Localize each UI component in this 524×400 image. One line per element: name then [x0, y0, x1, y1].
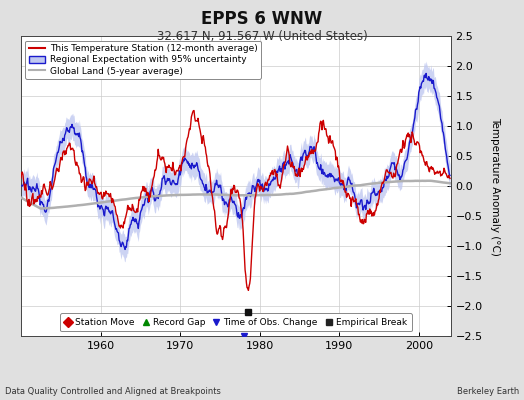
Y-axis label: Temperature Anomaly (°C): Temperature Anomaly (°C) [489, 116, 499, 256]
Text: 32.617 N, 91.567 W (United States): 32.617 N, 91.567 W (United States) [157, 30, 367, 43]
Text: Data Quality Controlled and Aligned at Breakpoints: Data Quality Controlled and Aligned at B… [5, 387, 221, 396]
Legend: Station Move, Record Gap, Time of Obs. Change, Empirical Break: Station Move, Record Gap, Time of Obs. C… [60, 314, 411, 332]
Text: Berkeley Earth: Berkeley Earth [456, 387, 519, 396]
Text: EPPS 6 WNW: EPPS 6 WNW [201, 10, 323, 28]
